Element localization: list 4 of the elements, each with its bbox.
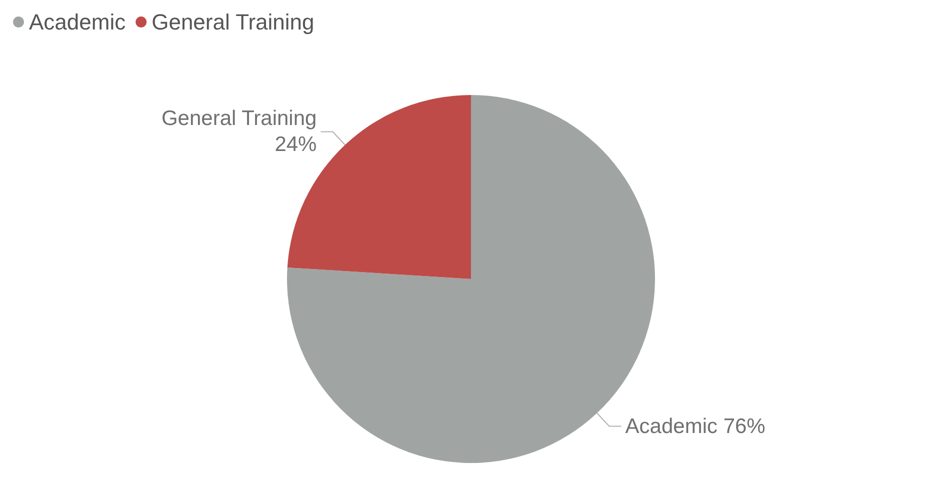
- legend-label: General Training: [152, 10, 314, 34]
- data-label: General Training 24%: [161, 107, 317, 156]
- legend-label: Academic: [29, 10, 126, 34]
- data-label: Academic 76%: [625, 414, 766, 438]
